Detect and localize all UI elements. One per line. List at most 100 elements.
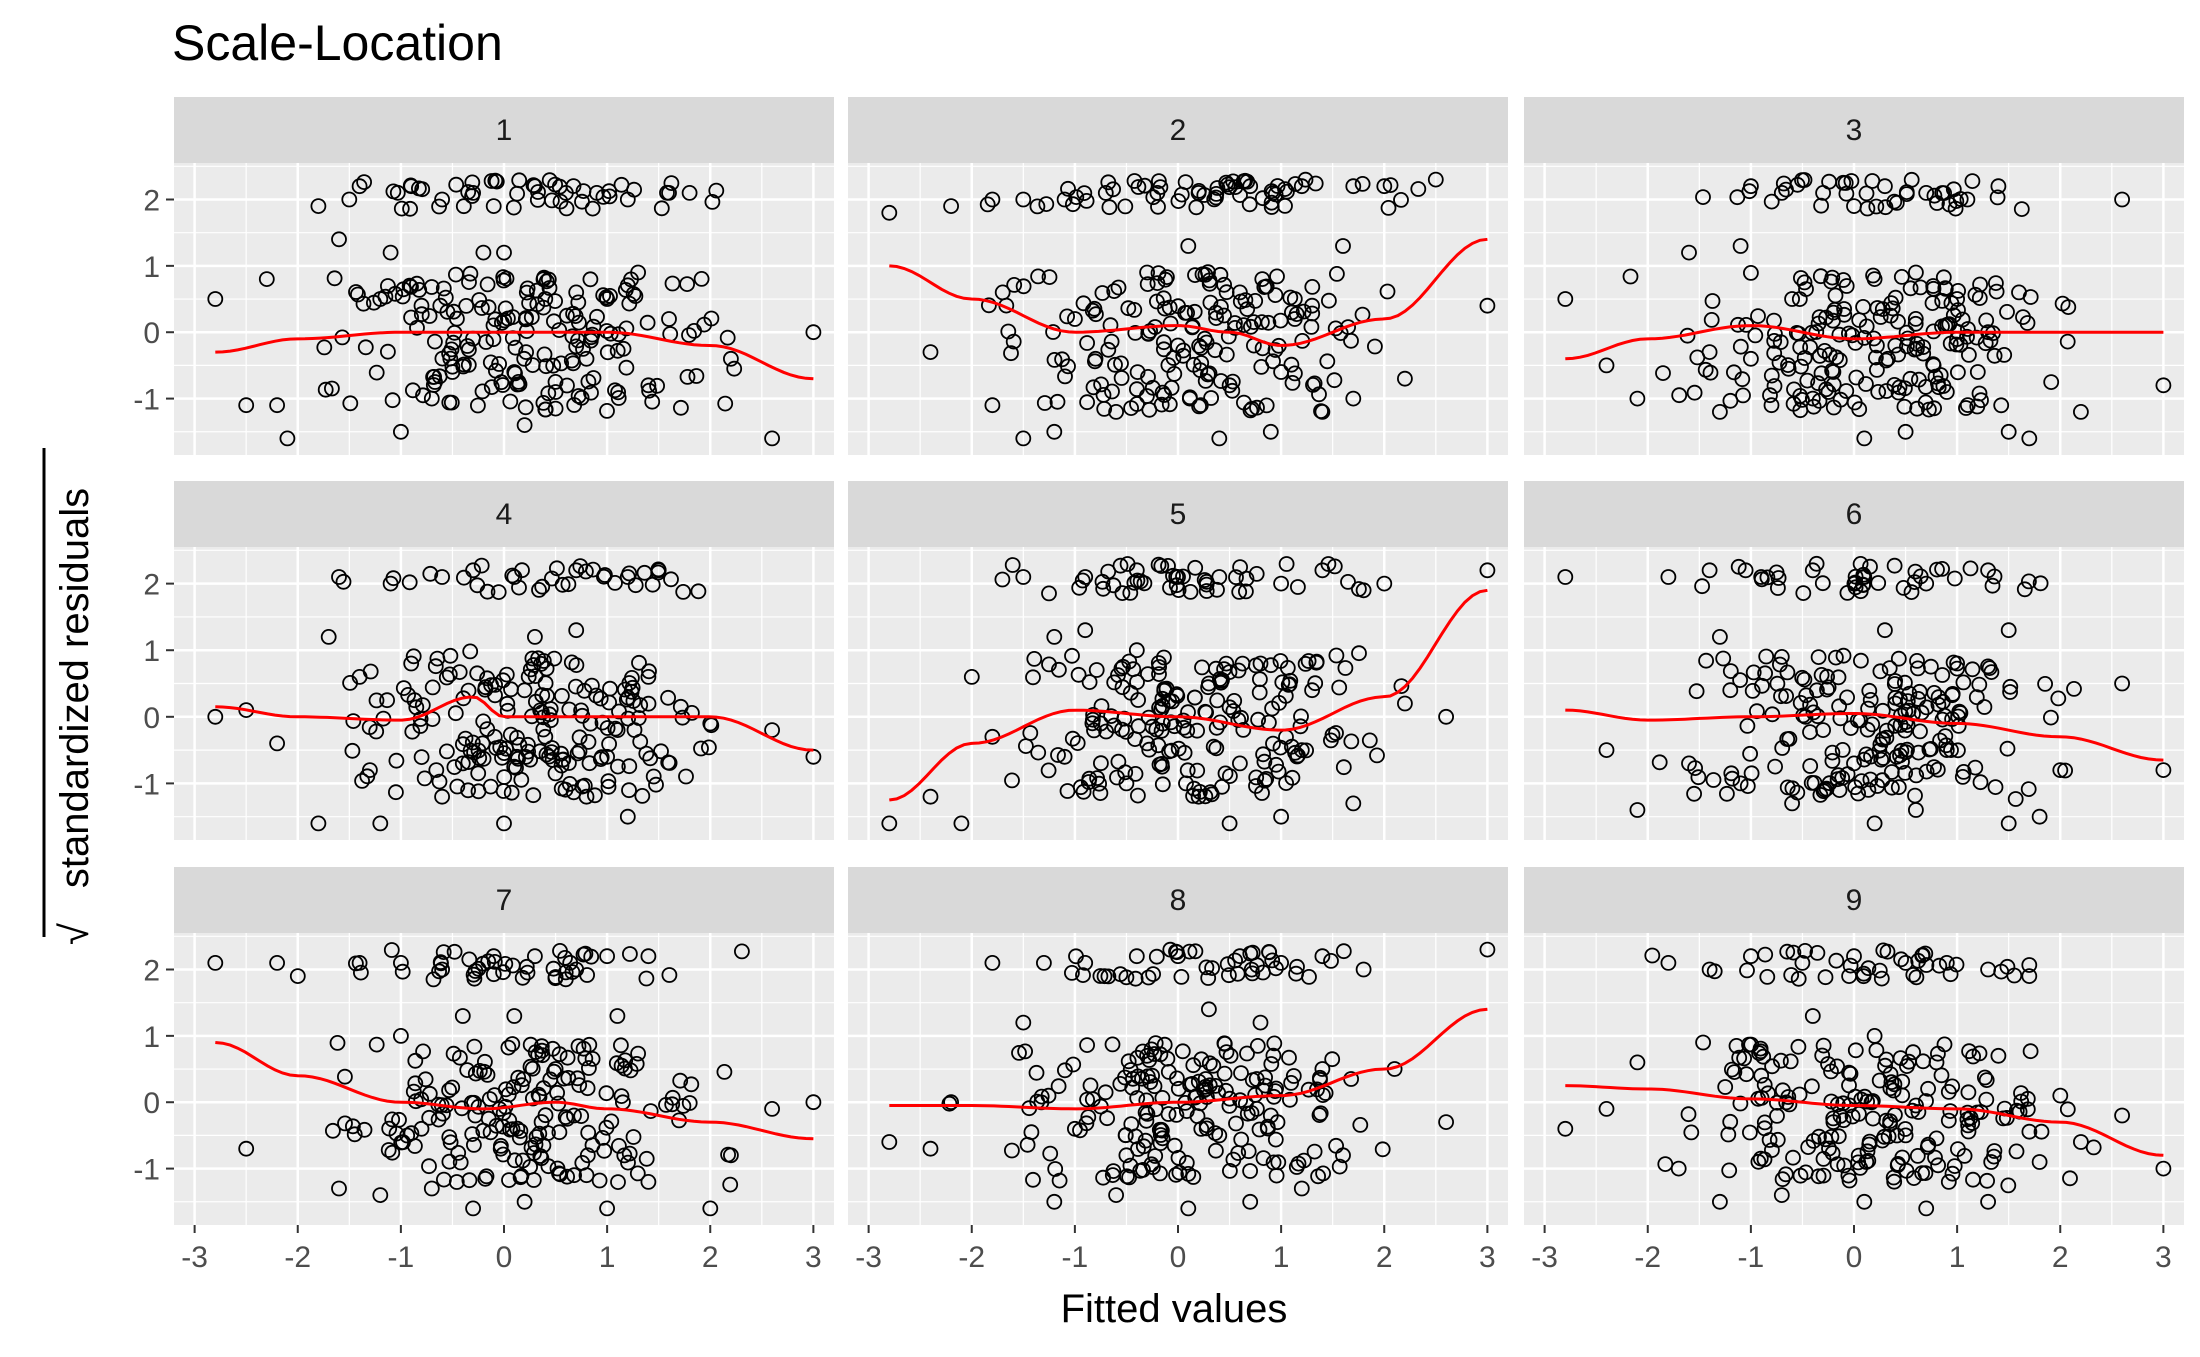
scatter-point	[1943, 742, 1959, 758]
scatter-point	[1273, 575, 1289, 592]
scatter-point	[1025, 669, 1041, 686]
scatter-point	[1821, 1140, 1837, 1157]
scatter-point	[337, 1115, 353, 1132]
scatter-point	[435, 280, 452, 297]
scatter-point	[1820, 384, 1837, 400]
scatter-point	[1860, 700, 1876, 717]
scatter-point	[1145, 1159, 1161, 1176]
scatter-point	[1075, 967, 1091, 983]
y-axis-label: standardized residuals	[53, 488, 97, 888]
scatter-point	[1723, 765, 1740, 782]
scatter-point	[1220, 328, 1237, 345]
scatter-point	[1376, 178, 1393, 195]
scatter-point	[1139, 264, 1155, 281]
scatter-point	[600, 778, 617, 795]
scatter-point	[2019, 1101, 2036, 1118]
scatter-point	[1683, 1124, 1700, 1141]
scatter-point	[1856, 430, 1873, 447]
scatter-point	[1897, 1127, 1914, 1144]
scatter-point	[1168, 1166, 1184, 1183]
x-tick-label: 1	[1273, 1241, 1290, 1274]
scatter-point	[1046, 351, 1063, 368]
scatter-point	[696, 316, 713, 333]
scatter-point	[1983, 1154, 2000, 1170]
scatter-point	[1038, 196, 1055, 213]
scatter-point	[527, 948, 543, 965]
scatter-point	[2013, 1085, 2029, 1101]
scatter-point	[1897, 1121, 1914, 1137]
scatter-point	[1896, 398, 1913, 415]
scatter-point	[1130, 1068, 1146, 1085]
scatter-point	[1836, 306, 1853, 323]
scatter-point	[640, 669, 657, 685]
scatter-point	[1101, 199, 1118, 216]
scatter-point	[1335, 943, 1352, 960]
scatter-point	[1040, 762, 1057, 779]
scatter-point	[1335, 759, 1352, 776]
scatter-point	[1154, 690, 1171, 707]
scatter-point	[1977, 1069, 1993, 1086]
scatter-point	[441, 1082, 458, 1099]
scatter-point	[1940, 1084, 1957, 1100]
scatter-point	[454, 1008, 471, 1024]
scatter-point	[1265, 353, 1281, 370]
scatter-point	[438, 743, 455, 760]
scatter-point	[1893, 951, 1909, 968]
scatter-point	[391, 1111, 407, 1128]
scatter-point	[1795, 585, 1812, 601]
scatter-point	[943, 1094, 959, 1111]
scatter-point	[1064, 647, 1080, 664]
scatter-point	[372, 815, 389, 832]
scatter-point	[1117, 198, 1134, 215]
scatter-point	[1030, 268, 1046, 285]
scatter-point	[1752, 1043, 1769, 1060]
scatter-point	[2002, 678, 2019, 695]
scatter-point	[1189, 722, 1205, 739]
scatter-point	[1025, 1171, 1041, 1188]
scatter-point	[1742, 745, 1758, 762]
scatter-point	[1118, 1147, 1135, 1164]
scatter-point	[1855, 298, 1871, 315]
scatter-point	[1264, 952, 1281, 969]
scatter-point	[384, 392, 401, 409]
scatter-point	[1095, 580, 1112, 597]
scatter-point	[1803, 775, 1820, 791]
scatter-point	[1182, 389, 1198, 406]
scatter-point	[1140, 666, 1156, 682]
scatter-point	[1110, 279, 1127, 296]
scatter-point	[483, 379, 500, 396]
scatter-point	[1942, 335, 1959, 352]
scatter-point	[537, 401, 554, 418]
scatter-point	[1267, 287, 1284, 304]
scatter-point	[726, 360, 743, 377]
scatter-point	[607, 720, 624, 737]
smooth-line	[1565, 708, 2164, 762]
scatter-point	[601, 183, 617, 200]
scatter-point	[1230, 712, 1247, 728]
scatter-point	[575, 1040, 592, 1057]
scatter-point	[963, 669, 980, 685]
scatter-point	[1345, 390, 1362, 407]
scatter-point	[2050, 690, 2067, 707]
scatter-point	[1835, 647, 1852, 664]
scatter-point	[1671, 387, 1688, 404]
scatter-point	[437, 289, 454, 306]
scatter-point	[1242, 945, 1259, 962]
scatter-point	[520, 736, 536, 753]
scatter-point	[641, 663, 657, 680]
scatter-point	[503, 681, 519, 698]
scatter-point	[462, 643, 479, 660]
scatter-point	[1753, 569, 1770, 585]
y-tick-label: -1	[133, 1154, 160, 1187]
scatter-point	[407, 1075, 424, 1092]
scatter-point	[1866, 815, 1883, 832]
scatter-point	[207, 955, 224, 971]
scatter-point	[1154, 698, 1171, 715]
scatter-point	[485, 966, 502, 983]
scatter-point	[1069, 735, 1086, 751]
scatter-point	[1250, 711, 1266, 728]
scatter-point	[1999, 740, 2016, 757]
scatter-point	[1015, 430, 1032, 447]
scatter-point	[1949, 655, 1965, 672]
scatter-point	[441, 666, 458, 683]
